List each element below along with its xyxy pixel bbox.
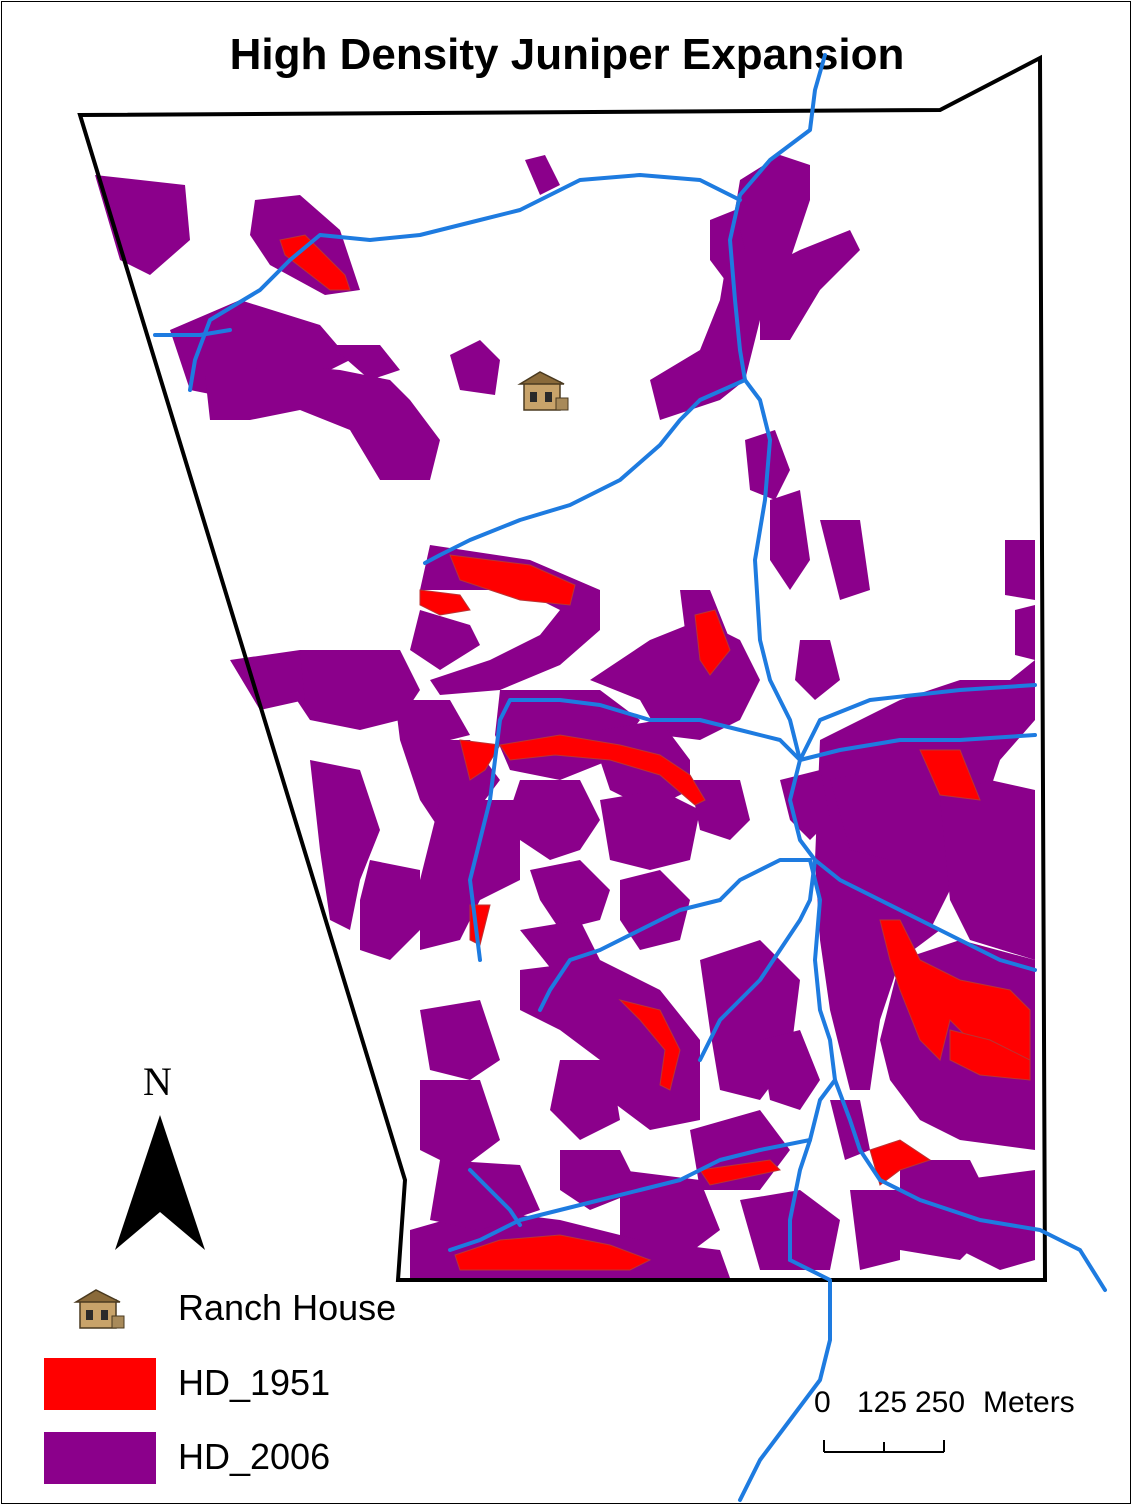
legend-hd-1951-label: HD_1951 (178, 1362, 331, 1403)
scale-unit: Meters (983, 1386, 1075, 1419)
study-area-boundary (77, 54, 1048, 1282)
ranch-house-marker (517, 371, 569, 411)
north-label: N (143, 1059, 172, 1104)
scale-bar (823, 1440, 945, 1453)
north-arrow-icon (115, 1115, 205, 1250)
legend-hd-2006-label: HD_2006 (178, 1436, 331, 1477)
hd-1951-patches (279, 234, 1031, 1271)
legend-hd-1951-swatch (44, 1358, 156, 1410)
scale-tick-0: 0 (814, 1386, 831, 1419)
hd-2006-patches (95, 155, 1035, 1278)
legend-hd-2006-swatch (44, 1432, 156, 1484)
scale-tick-125: 125 (857, 1386, 908, 1419)
streams (153, 53, 1107, 1502)
map-title: High Density Juniper Expansion (229, 30, 905, 79)
house-icon (73, 1289, 125, 1329)
scale-tick-250: 250 (915, 1386, 966, 1419)
legend-ranch-house-label: Ranch House (178, 1287, 397, 1328)
